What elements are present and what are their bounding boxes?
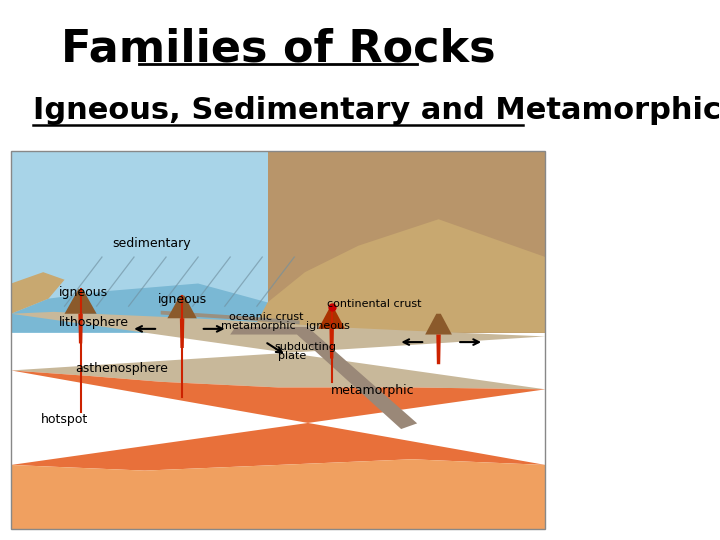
Polygon shape	[268, 151, 545, 333]
Polygon shape	[180, 318, 184, 348]
Polygon shape	[11, 272, 65, 314]
Polygon shape	[11, 370, 545, 470]
Polygon shape	[11, 151, 545, 333]
Text: igneous: igneous	[59, 286, 108, 300]
Polygon shape	[168, 295, 197, 318]
Polygon shape	[78, 314, 83, 343]
Polygon shape	[436, 334, 441, 364]
Text: sedimentary: sedimentary	[112, 237, 192, 251]
Text: asthenosphere: asthenosphere	[76, 362, 168, 375]
Text: Families of Rocks: Families of Rocks	[61, 27, 495, 70]
Polygon shape	[11, 312, 545, 389]
Text: subducting: subducting	[274, 342, 336, 352]
Bar	[11, 151, 545, 529]
Polygon shape	[11, 284, 289, 333]
Text: Igneous, Sedimentary and Metamorphic: Igneous, Sedimentary and Metamorphic	[33, 96, 720, 125]
Polygon shape	[65, 289, 96, 314]
Text: hotspot: hotspot	[40, 413, 88, 426]
Text: igneous: igneous	[306, 321, 350, 331]
Polygon shape	[11, 459, 545, 529]
Text: oceanic crust: oceanic crust	[229, 312, 304, 322]
Text: igneous: igneous	[158, 293, 207, 306]
Polygon shape	[251, 219, 545, 333]
Text: metamorphic: metamorphic	[220, 321, 295, 331]
Polygon shape	[318, 308, 345, 329]
Polygon shape	[426, 314, 452, 334]
Polygon shape	[230, 327, 417, 429]
Text: continental crust: continental crust	[328, 299, 422, 309]
Polygon shape	[330, 329, 334, 359]
Text: plate: plate	[278, 351, 307, 361]
Polygon shape	[161, 310, 300, 325]
Text: metamorphic: metamorphic	[330, 383, 414, 396]
Text: lithosphere: lithosphere	[59, 315, 129, 328]
